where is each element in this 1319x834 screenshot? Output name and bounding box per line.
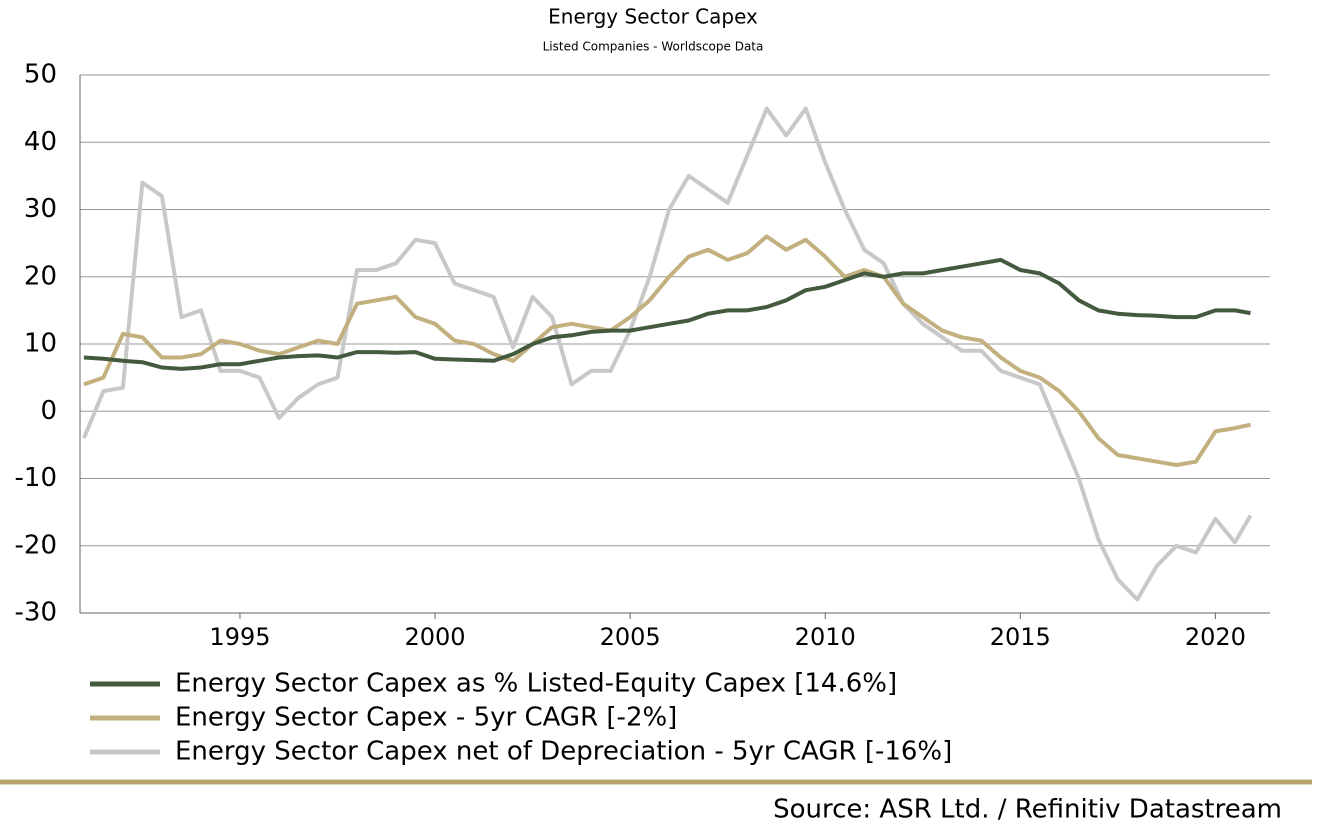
legend-label: Energy Sector Capex - 5yr CAGR [-2%] bbox=[175, 703, 677, 733]
x-tick-label: 2015 bbox=[990, 623, 1051, 651]
x-tick-label: 2000 bbox=[405, 623, 466, 651]
y-tick-label: 20 bbox=[24, 261, 57, 291]
x-tick-label: 2010 bbox=[795, 623, 856, 651]
y-tick-label: 50 bbox=[24, 60, 57, 90]
chart-title: Energy Sector Capex bbox=[548, 5, 758, 29]
y-tick-label: -20 bbox=[15, 530, 57, 560]
y-tick-label: 30 bbox=[24, 194, 57, 224]
x-tick-label: 1995 bbox=[209, 623, 270, 651]
y-tick-label: 10 bbox=[24, 329, 57, 359]
series-line bbox=[83, 234, 1251, 467]
series-line bbox=[83, 257, 1251, 371]
legend-label: Energy Sector Capex net of Depreciation … bbox=[175, 737, 952, 767]
y-tick-label: 40 bbox=[24, 127, 57, 157]
source-note: Source: ASR Ltd. / Refinitiv Datastream bbox=[773, 795, 1282, 825]
x-tick-label: 2005 bbox=[600, 623, 661, 651]
chart-subtitle: Listed Companies - Worldscope Data bbox=[543, 40, 764, 54]
y-tick-label: -30 bbox=[15, 598, 57, 628]
x-tick-label: 2020 bbox=[1185, 623, 1246, 651]
y-tick-label: -10 bbox=[15, 463, 57, 493]
y-tick-label: 0 bbox=[40, 396, 57, 426]
legend-label: Energy Sector Capex as % Listed-Equity C… bbox=[175, 669, 897, 699]
series-line bbox=[82, 106, 1253, 602]
